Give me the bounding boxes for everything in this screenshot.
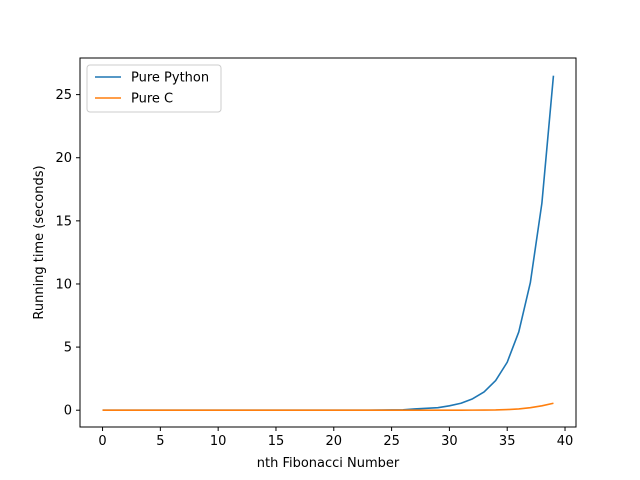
- x-tick-label: 20: [326, 434, 343, 449]
- plot-lines: [102, 75, 555, 412]
- x-tick-label: 10: [210, 434, 227, 449]
- y-tick-label: 5: [64, 341, 72, 356]
- y-tick-label: 0: [64, 404, 72, 419]
- legend-label: Pure C: [131, 92, 173, 107]
- x-axis-label: nth Fibonacci Number: [257, 456, 400, 471]
- y-tick-label: 25: [55, 88, 72, 103]
- y-tick-label: 10: [55, 277, 72, 292]
- y-axis-label: Running time (seconds): [32, 165, 47, 319]
- legend: Pure Python Pure C: [86, 64, 222, 113]
- series-line-pure-python: [102, 75, 555, 412]
- x-tick-label: 40: [557, 434, 574, 449]
- x-axis-ticks: 0 5 10 15 20 25 30 35 40: [98, 427, 573, 449]
- y-tick-label: 15: [55, 214, 72, 229]
- x-tick-label: 15: [268, 434, 285, 449]
- x-tick-label: 25: [383, 434, 400, 449]
- x-tick-label: 30: [441, 434, 458, 449]
- x-tick-label: 0: [98, 434, 106, 449]
- series-line-pure-c: [102, 402, 554, 412]
- x-tick-label: 35: [499, 434, 516, 449]
- x-tick-label: 5: [156, 434, 164, 449]
- plot-frame: [79, 57, 577, 428]
- y-tick-label: 20: [55, 151, 72, 166]
- y-axis-ticks: 0 5 10 15 20 25: [55, 88, 80, 419]
- legend-label: Pure Python: [131, 71, 209, 86]
